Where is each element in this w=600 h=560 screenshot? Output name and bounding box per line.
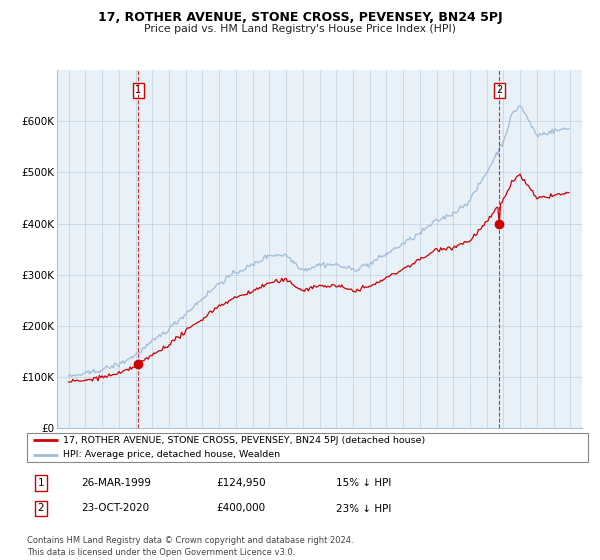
Text: 15% ↓ HPI: 15% ↓ HPI [336,478,391,488]
Text: Contains HM Land Registry data © Crown copyright and database right 2024.
This d: Contains HM Land Registry data © Crown c… [27,536,353,557]
Text: 1: 1 [37,478,44,488]
Text: Price paid vs. HM Land Registry's House Price Index (HPI): Price paid vs. HM Land Registry's House … [144,24,456,34]
Text: 2: 2 [37,503,44,514]
Text: 23-OCT-2020: 23-OCT-2020 [81,503,149,514]
Text: £400,000: £400,000 [216,503,265,514]
Text: 26-MAR-1999: 26-MAR-1999 [81,478,151,488]
Text: 17, ROTHER AVENUE, STONE CROSS, PEVENSEY, BN24 5PJ (detached house): 17, ROTHER AVENUE, STONE CROSS, PEVENSEY… [64,436,426,445]
Text: 2: 2 [496,86,502,96]
Text: 23% ↓ HPI: 23% ↓ HPI [336,503,391,514]
Text: 1: 1 [136,86,142,96]
Text: 17, ROTHER AVENUE, STONE CROSS, PEVENSEY, BN24 5PJ: 17, ROTHER AVENUE, STONE CROSS, PEVENSEY… [98,11,502,24]
Text: £124,950: £124,950 [216,478,266,488]
Text: HPI: Average price, detached house, Wealden: HPI: Average price, detached house, Weal… [64,450,281,459]
FancyBboxPatch shape [27,433,588,462]
